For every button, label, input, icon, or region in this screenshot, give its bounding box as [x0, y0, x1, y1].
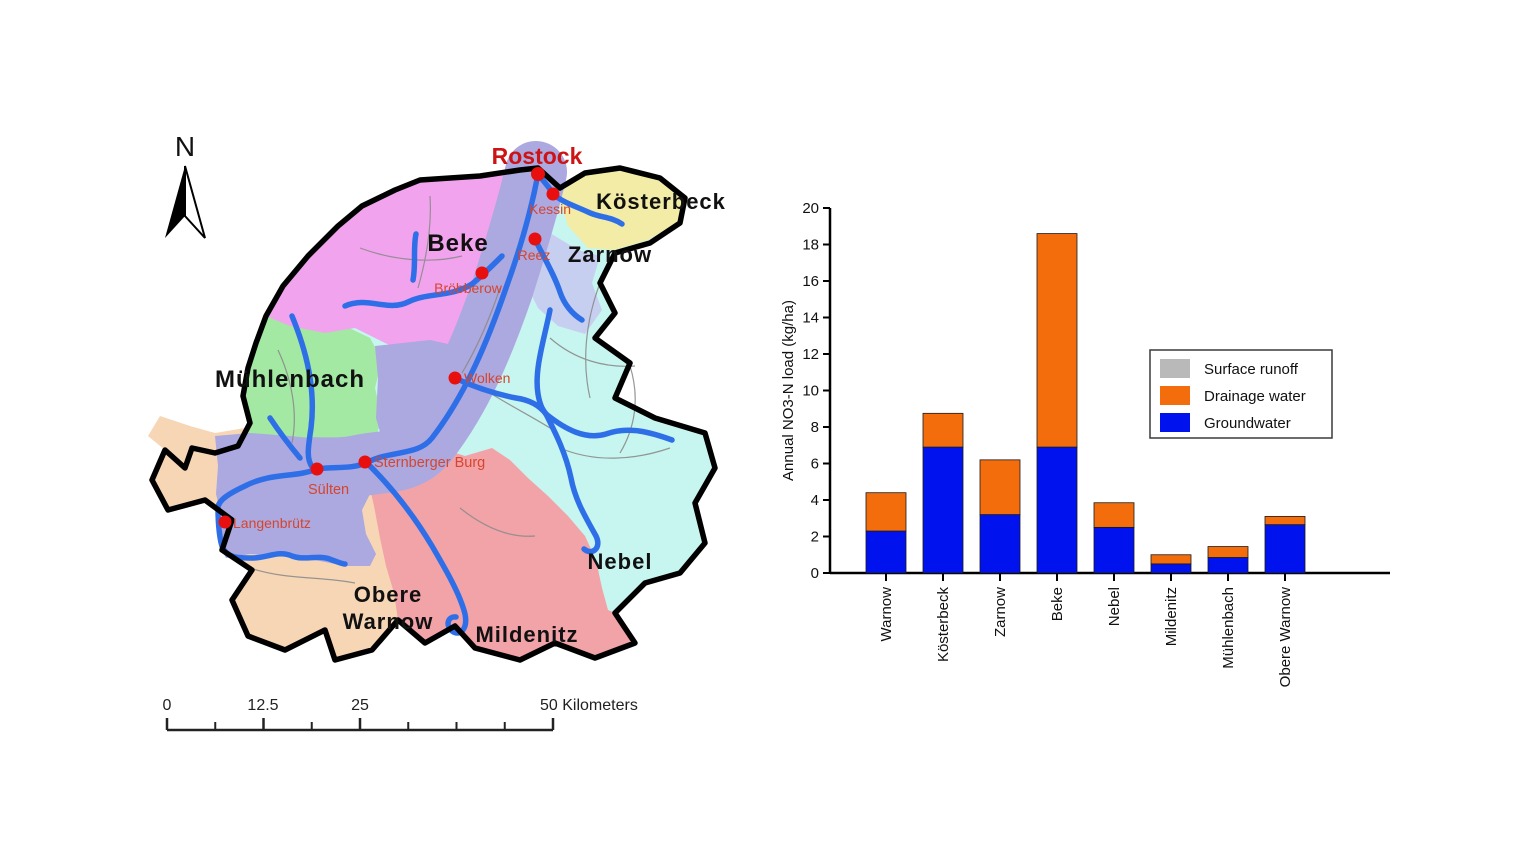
town-label-reez: Reez [518, 247, 551, 263]
north-arrow: N [165, 131, 206, 239]
y-tick-label: 0 [811, 565, 819, 582]
bar-segment-drainage-water-warnow [865, 492, 907, 532]
y-tick-label: 8 [811, 419, 819, 436]
bar-segment-drainage-water-zarnow [979, 459, 1021, 516]
river-nebel-south [543, 411, 601, 555]
legend-label-drainage-water: Drainage water [1204, 388, 1306, 405]
basin-label-muehlenbach: Mühlenbach [215, 366, 365, 393]
town-marker-sternberger-burg [358, 455, 372, 469]
bar-segment-drainage-water-mildenitz [1150, 554, 1192, 565]
town-label-langenbruetz: Langenbrütz [233, 515, 311, 531]
bar-segment-groundwater-kösterbeck [922, 446, 964, 574]
town-label-suelten: Sülten [308, 482, 349, 498]
x-category-label: Zarnow [992, 587, 1009, 637]
scale-label-12-5: 12.5 [247, 697, 278, 714]
x-category-label: Beke [1049, 587, 1066, 621]
bar-segment-groundwater-beke [1036, 446, 1078, 574]
legend-label-groundwater: Groundwater [1204, 415, 1291, 432]
north-arrow-label: N [175, 131, 195, 162]
basin-label-nebel: Nebel [588, 549, 653, 574]
basin-label-beke: Beke [427, 230, 488, 257]
y-tick-label: 10 [802, 383, 819, 400]
scale-label-50km: 50 Kilometers [540, 697, 638, 714]
town-label-wolken: Wolken [464, 370, 510, 386]
watershed-map-panel: Rostock Kessin Reez Bröbberow Wolken Ste… [130, 88, 790, 748]
no3-load-chart-panel: 0 2 4 6 8 10 12 14 16 18 20 Annual NO3-N load (kg/h… [780, 190, 1430, 710]
basin-region-warnow-blob [215, 433, 392, 566]
x-category-label: Kösterbeck [935, 587, 952, 663]
bar-segment-drainage-water-beke [1036, 233, 1078, 448]
town-label-kessin: Kessin [529, 201, 571, 217]
city-marker-rostock [531, 167, 545, 181]
bar-segment-groundwater-warnow [865, 530, 907, 574]
bar-segment-groundwater-mildenitz [1150, 563, 1192, 574]
city-label-rostock: Rostock [492, 143, 583, 169]
river-zarnow [532, 236, 585, 323]
bar-segment-groundwater-obere-warnow [1264, 524, 1306, 574]
bar-segment-drainage-water-mühlenbach [1207, 546, 1249, 558]
legend-swatch-groundwater [1160, 413, 1190, 432]
bar-segment-groundwater-mühlenbach [1207, 557, 1249, 574]
town-label-broebberow: Bröbberow [434, 280, 503, 296]
river-muehlenbach-branch [267, 415, 303, 461]
basin-label-koesterbeck: Kösterbeck [596, 189, 726, 214]
town-marker-broebberow [475, 266, 489, 280]
basin-label-mildenitz: Mildenitz [475, 622, 578, 647]
town-marker-suelten [310, 462, 324, 476]
legend-label-surface-runoff: Surface runoff [1204, 361, 1299, 378]
y-tick-label: 16 [802, 273, 819, 290]
scale-bar [165, 718, 555, 732]
basin-label-obere-warnow-2: Warnow [343, 609, 434, 634]
watershed-map: Rostock Kessin Reez Bröbberow Wolken Ste… [148, 131, 726, 732]
y-tick-label: 4 [811, 492, 819, 509]
bar-segment-drainage-water-nebel [1093, 502, 1135, 528]
basin-region-mildenitz [368, 448, 635, 660]
town-marker-wolken [448, 371, 462, 385]
north-arrow-left [165, 166, 185, 238]
basin-region-koesterbeck [558, 168, 683, 250]
town-label-sternberger-burg: Sternberger Burg [374, 455, 485, 471]
north-arrow-right [184, 165, 206, 239]
legend-swatch-drainage-water [1160, 386, 1190, 405]
bar-segment-drainage-water-obere-warnow [1264, 516, 1306, 526]
river-warnow-main [215, 171, 541, 567]
y-tick-label: 6 [811, 456, 819, 473]
river-network [215, 171, 675, 636]
y-tick-label: 20 [802, 200, 819, 217]
bar-segment-drainage-water-kösterbeck [922, 412, 964, 448]
town-marker-langenbruetz [218, 515, 232, 529]
scale-bar-labels: 0 12.5 25 50 Kilometers [163, 697, 638, 714]
scale-label-0: 0 [163, 697, 172, 714]
basin-label-obere-warnow-1: Obere [354, 582, 423, 607]
legend-swatch-surface-runoff [1160, 359, 1190, 378]
river-wolken-east [452, 375, 549, 417]
x-category-label: Mühlenbach [1220, 587, 1237, 669]
x-category-label: Obere Warnow [1277, 587, 1294, 687]
bar-segment-groundwater-nebel [1093, 526, 1135, 574]
river-koesterbeck [535, 171, 625, 227]
y-tick-label: 18 [802, 237, 819, 254]
y-axis-title: Annual NO3-N load (kg/ha) [780, 300, 797, 481]
river-nebel-east [543, 411, 675, 443]
town-markers [218, 167, 560, 529]
river-beke-branch [410, 231, 419, 283]
y-tick-label: 12 [802, 346, 819, 363]
x-category-label: Mildenitz [1163, 587, 1180, 646]
y-tick-label: 14 [802, 310, 819, 327]
river-muehlenbach [289, 313, 316, 471]
bar-segment-groundwater-zarnow [979, 514, 1021, 574]
catchment-outline [149, 165, 718, 663]
basin-label-zarnow: Zarnow [568, 242, 652, 267]
town-marker-kessin [546, 187, 560, 201]
scale-label-25: 25 [351, 697, 369, 714]
x-category-label: Warnow [878, 587, 895, 642]
x-category-label: Nebel [1106, 587, 1123, 626]
y-tick-label: 2 [811, 529, 819, 546]
town-marker-reez [528, 232, 542, 246]
inner-borders [249, 195, 671, 584]
no3-load-stacked-bar-chart: 0 2 4 6 8 10 12 14 16 18 20 Annual NO3-N load (kg/h… [780, 200, 1390, 687]
